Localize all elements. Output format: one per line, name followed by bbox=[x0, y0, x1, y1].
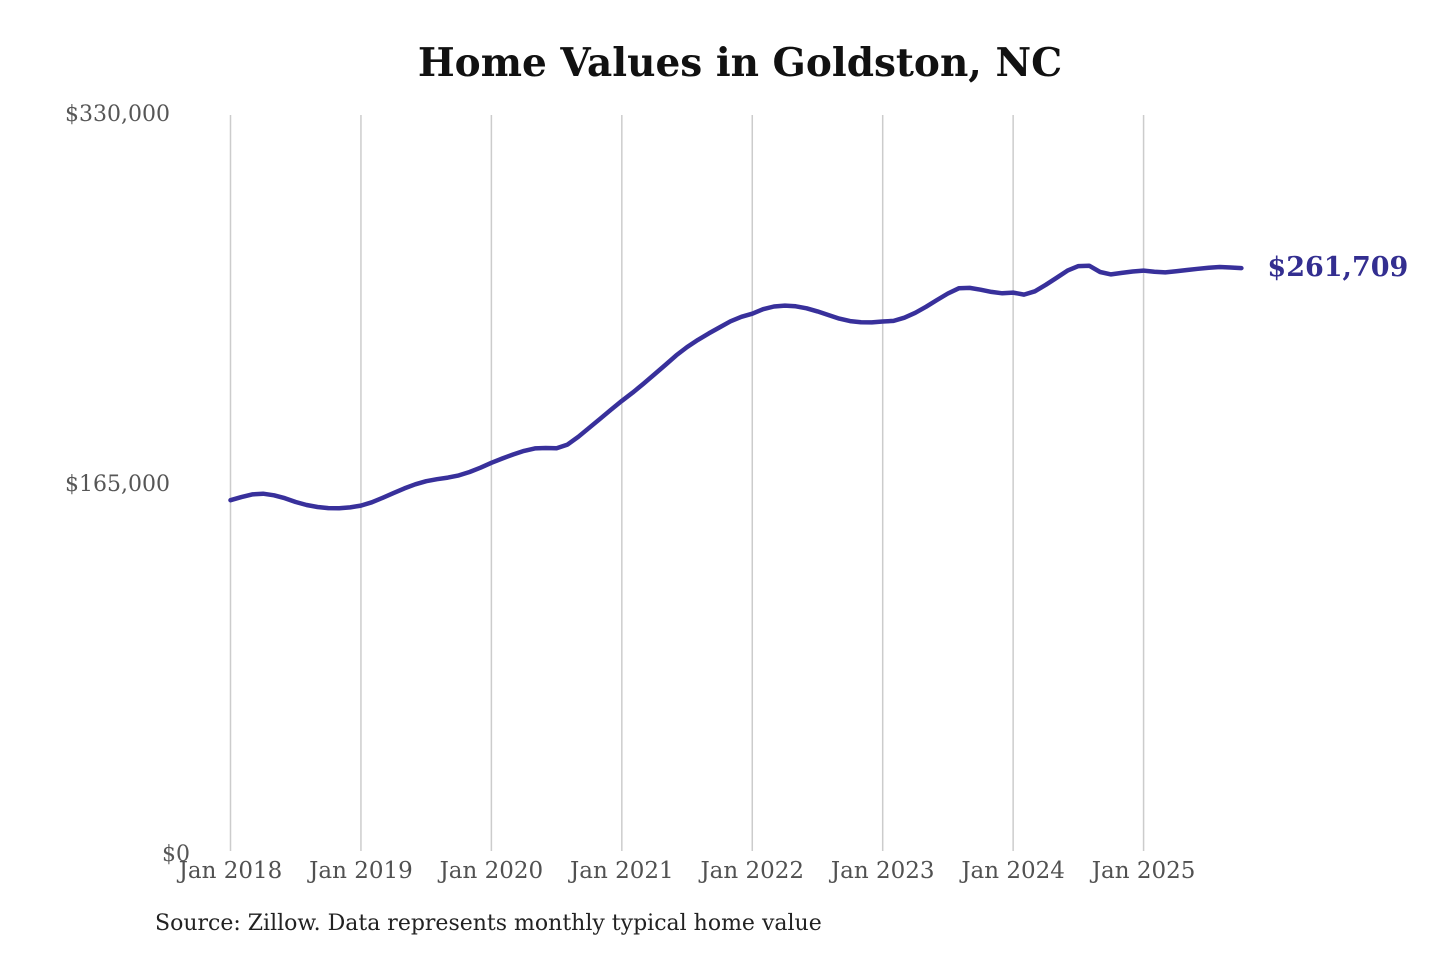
x-tick-label-jan-2022: Jan 2022 bbox=[700, 858, 805, 884]
chart-title: Home Values in Goldston, NC bbox=[417, 40, 1063, 86]
x-tick-label-jan-2023: Jan 2023 bbox=[830, 858, 935, 884]
y-tick-label-330000: $330,000 bbox=[65, 102, 170, 127]
x-tick-label-jan-2024: Jan 2024 bbox=[961, 858, 1065, 884]
x-tick-label-jan-2018: Jan 2018 bbox=[178, 858, 283, 884]
y-tick-label-0: $0 bbox=[162, 842, 190, 867]
x-tick-label-jan-2019: Jan 2019 bbox=[309, 858, 413, 884]
x-tick-label-jan-2020: Jan 2020 bbox=[439, 858, 544, 884]
x-tick-label-jan-2021: Jan 2021 bbox=[570, 858, 674, 884]
x-tick-label-jan-2025: Jan 2025 bbox=[1091, 858, 1196, 884]
y-tick-label-165000: $165,000 bbox=[65, 472, 170, 497]
home-value-line bbox=[228, 263, 1244, 511]
source-note: Source: Zillow. Data represents monthly … bbox=[155, 911, 822, 936]
vertical-gridlines bbox=[229, 115, 1145, 851]
latest-value-label: $261,709 bbox=[1267, 252, 1409, 284]
